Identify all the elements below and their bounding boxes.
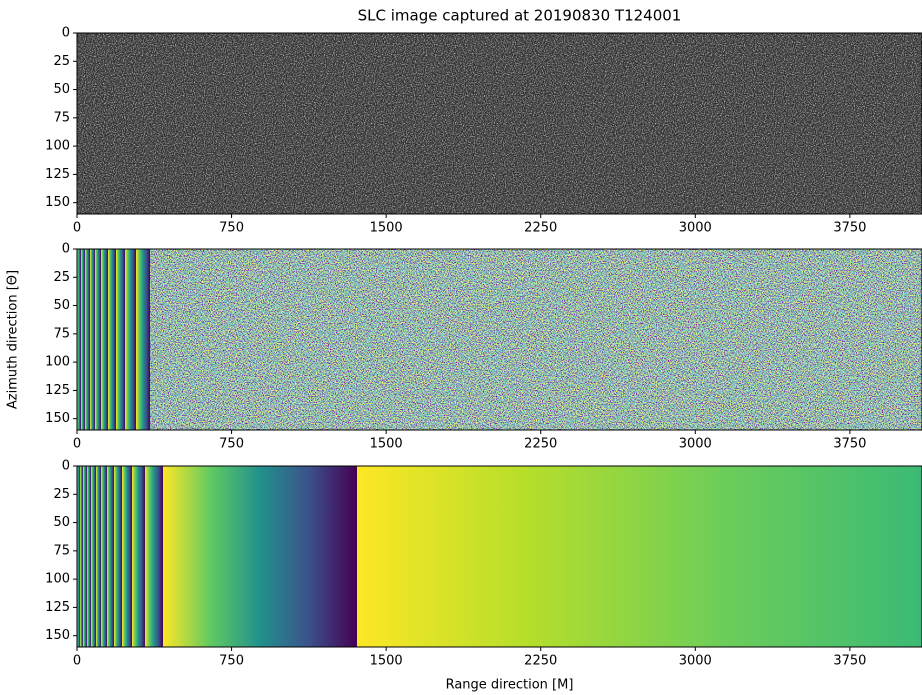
fringe	[77, 466, 80, 647]
x-tick-label: 0	[73, 654, 81, 669]
x-tick-label: 750	[219, 654, 244, 669]
y-axis-label: Azimuth direction [Θ]	[6, 270, 21, 409]
y-tick-label: 50	[53, 298, 70, 313]
fringe	[145, 466, 163, 647]
fringe	[114, 466, 122, 647]
image	[77, 249, 922, 430]
fringe	[85, 249, 90, 430]
y-tick-label: 50	[53, 515, 70, 530]
y-tick-label: 75	[53, 110, 70, 125]
y-tick-label: 25	[53, 487, 70, 502]
fringe	[80, 466, 83, 647]
y-tick-label: 0	[62, 26, 70, 41]
x-tick-label: 750	[219, 221, 244, 236]
x-tick-label: 1500	[370, 221, 403, 236]
fringe	[163, 466, 357, 647]
x-tick-label: 1500	[370, 654, 403, 669]
fringe	[95, 249, 101, 430]
y-tick-label: 100	[45, 355, 70, 370]
fringe	[357, 466, 922, 647]
x-tick-label: 750	[219, 437, 244, 452]
y-tick-label: 150	[45, 628, 70, 643]
y-tick-label: 150	[45, 195, 70, 210]
axes-frame	[76, 465, 922, 648]
fringe	[101, 466, 107, 647]
x-tick-label: 3000	[679, 654, 712, 669]
fringe	[90, 249, 95, 430]
y-tick-label: 100	[45, 572, 70, 587]
axes-frame	[76, 248, 922, 431]
fringe	[132, 466, 145, 647]
x-tick-label: 1500	[370, 437, 403, 452]
fringe	[77, 249, 81, 430]
fringe	[136, 249, 150, 430]
image-speckle	[77, 33, 922, 214]
fringe	[108, 249, 116, 430]
x-tick-label: 3750	[833, 654, 866, 669]
fringe	[87, 466, 91, 647]
x-tick-label: 2250	[524, 654, 557, 669]
y-tick-label: 25	[53, 54, 70, 69]
fringe	[91, 466, 96, 647]
y-tick-label: 0	[62, 459, 70, 474]
x-tick-label: 3750	[833, 437, 866, 452]
chart-title: SLC image captured at 20190830 T124001	[358, 7, 682, 25]
x-tick-label: 0	[73, 437, 81, 452]
y-tick-label: 50	[53, 82, 70, 97]
fringe	[107, 466, 114, 647]
y-tick-label: 0	[62, 242, 70, 257]
y-tick-label: 150	[45, 411, 70, 426]
y-tick-label: 75	[53, 326, 70, 341]
x-tick-label: 2250	[524, 221, 557, 236]
fringe	[122, 466, 132, 647]
axes-frame	[76, 32, 922, 215]
y-tick-label: 75	[53, 543, 70, 558]
x-tick-label: 3000	[679, 221, 712, 236]
x-tick-label: 3000	[679, 437, 712, 452]
fringe	[125, 249, 136, 430]
x-tick-label: 3750	[833, 221, 866, 236]
y-tick-label: 125	[45, 167, 70, 182]
fringe	[116, 249, 125, 430]
x-tick-label: 0	[73, 221, 81, 236]
fringe	[96, 466, 101, 647]
x-axis-label: Range direction [M]	[446, 678, 574, 693]
y-tick-label: 125	[45, 600, 70, 615]
fringe	[81, 249, 85, 430]
y-tick-label: 100	[45, 139, 70, 154]
fringe	[83, 466, 87, 647]
y-tick-label: 125	[45, 383, 70, 398]
y-tick-label: 25	[53, 270, 70, 285]
fringe	[101, 249, 108, 430]
x-tick-label: 2250	[524, 437, 557, 452]
